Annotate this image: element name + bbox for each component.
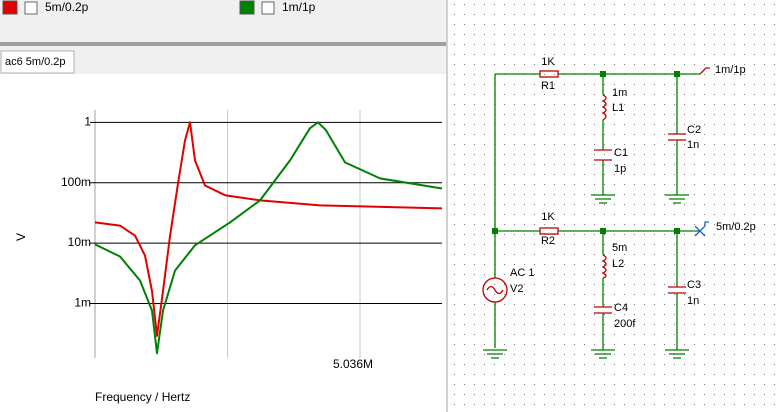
component-name: V2 xyxy=(510,283,523,295)
ac-source[interactable] xyxy=(482,277,508,303)
component-name: C3 xyxy=(687,279,701,291)
series-line xyxy=(94,121,443,337)
schematic-grid xyxy=(448,0,784,412)
component-value: 200f xyxy=(614,318,636,330)
y-tick-label: 1m xyxy=(74,296,91,310)
series-line xyxy=(94,121,443,355)
component-value: 1n xyxy=(687,295,699,307)
probe[interactable] xyxy=(694,221,709,237)
component-value: 5m xyxy=(612,242,627,254)
component-name: C4 xyxy=(614,302,628,314)
capacitor[interactable] xyxy=(594,306,612,314)
wires xyxy=(494,73,700,350)
x-axis-label: Frequency / Hertz xyxy=(95,390,190,404)
tab-label[interactable]: ac6 5m/0.2p xyxy=(5,56,66,68)
component-name: L1 xyxy=(612,102,624,114)
x-tick-label: 5.036M xyxy=(333,357,373,371)
component-name: C1 xyxy=(614,147,628,159)
component-value: 1K xyxy=(541,211,555,223)
separator xyxy=(446,0,448,412)
component-value: 1m xyxy=(612,87,627,99)
legend-label: 1m/1p xyxy=(282,0,316,14)
component-name: C2 xyxy=(687,124,701,136)
inductor[interactable] xyxy=(601,254,607,279)
ac-source-symbol xyxy=(486,285,504,295)
probe[interactable] xyxy=(699,67,710,75)
component-value: AC 1 xyxy=(510,267,534,279)
resistor[interactable] xyxy=(539,70,559,78)
legend-label: 5m/0.2p xyxy=(45,0,89,14)
y-axis-label: V xyxy=(14,233,28,241)
probe-label: 5m/0.2p xyxy=(716,221,756,233)
schematic: 1K R1 1m L1 C1 1p C2 1n 1K R2 5m L2 C4 2… xyxy=(448,0,784,412)
divider xyxy=(0,42,446,46)
component-name: L2 xyxy=(612,258,624,270)
nodes xyxy=(492,71,680,234)
grounds xyxy=(483,194,689,359)
component-name: R1 xyxy=(541,80,555,92)
capacitor[interactable] xyxy=(594,149,612,161)
component-value: 1p xyxy=(614,163,626,175)
tab[interactable] xyxy=(0,50,75,74)
inductor[interactable] xyxy=(601,94,607,121)
legend-swatch xyxy=(239,0,255,15)
capacitor[interactable] xyxy=(668,133,686,141)
legend-checkbox[interactable] xyxy=(24,1,38,15)
y-tick-label: 1 xyxy=(84,114,91,128)
probe-label: 1m/1p xyxy=(715,64,746,76)
resistor[interactable] xyxy=(539,227,559,235)
capacitor[interactable] xyxy=(668,286,686,294)
component-value: 1n xyxy=(687,139,699,151)
component-value: 1K xyxy=(541,56,555,68)
legend-checkbox[interactable] xyxy=(261,1,275,15)
y-tick-label: 10m xyxy=(68,235,91,249)
component-name: R2 xyxy=(541,235,555,247)
legend-swatch xyxy=(2,0,18,15)
legend-bar xyxy=(0,0,446,42)
y-tick-label: 100m xyxy=(61,175,91,189)
